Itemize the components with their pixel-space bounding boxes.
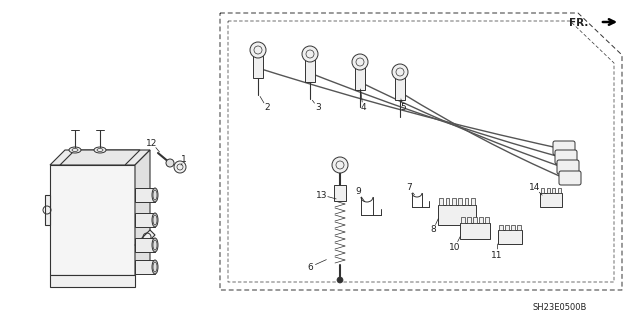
Bar	[445, 198, 449, 205]
Text: 3: 3	[315, 103, 321, 113]
Text: FR.: FR.	[568, 18, 588, 28]
Text: 7: 7	[406, 183, 412, 192]
Text: 9: 9	[355, 188, 361, 197]
Circle shape	[352, 54, 368, 70]
Bar	[557, 188, 561, 193]
Ellipse shape	[94, 147, 106, 153]
Bar	[334, 185, 346, 201]
Circle shape	[250, 42, 266, 58]
Text: 6: 6	[307, 263, 313, 271]
Polygon shape	[60, 150, 140, 165]
Circle shape	[174, 161, 186, 173]
Bar	[498, 230, 522, 244]
Bar	[485, 218, 489, 223]
Ellipse shape	[152, 260, 158, 274]
Bar	[458, 198, 462, 205]
Text: 11: 11	[492, 250, 503, 259]
Bar	[517, 225, 521, 230]
Bar	[305, 60, 315, 82]
Text: 5: 5	[400, 103, 406, 113]
Polygon shape	[135, 150, 150, 275]
Bar	[465, 198, 468, 205]
Bar	[395, 78, 405, 100]
Polygon shape	[50, 150, 150, 165]
Circle shape	[166, 159, 174, 167]
Polygon shape	[135, 213, 155, 227]
Text: SH23E0500B: SH23E0500B	[533, 303, 587, 313]
Bar	[479, 218, 483, 223]
Text: 2: 2	[264, 103, 270, 113]
Circle shape	[392, 64, 408, 80]
Bar	[473, 218, 477, 223]
Bar	[511, 225, 515, 230]
Polygon shape	[135, 260, 155, 274]
Bar	[471, 198, 475, 205]
Bar	[355, 68, 365, 90]
Ellipse shape	[152, 238, 158, 252]
FancyBboxPatch shape	[557, 160, 579, 174]
Bar	[253, 56, 263, 78]
Bar	[541, 188, 545, 193]
Bar	[438, 205, 476, 225]
Bar	[505, 225, 509, 230]
Bar	[547, 188, 550, 193]
Polygon shape	[135, 230, 155, 250]
Text: 4: 4	[360, 103, 366, 113]
Circle shape	[337, 277, 343, 283]
Polygon shape	[135, 188, 155, 202]
FancyBboxPatch shape	[555, 150, 577, 164]
Bar	[540, 193, 562, 207]
Text: 10: 10	[449, 242, 461, 251]
Bar	[452, 198, 456, 205]
Ellipse shape	[152, 213, 158, 227]
FancyBboxPatch shape	[559, 171, 581, 185]
Circle shape	[332, 157, 348, 173]
Bar	[439, 198, 443, 205]
Text: 12: 12	[147, 138, 157, 147]
Text: 14: 14	[529, 183, 541, 192]
Circle shape	[302, 46, 318, 62]
Bar	[499, 225, 503, 230]
Bar	[460, 223, 490, 239]
Bar	[461, 218, 465, 223]
Text: 1: 1	[181, 155, 187, 165]
Text: 13: 13	[316, 190, 328, 199]
Polygon shape	[135, 238, 155, 252]
Bar	[552, 188, 556, 193]
FancyBboxPatch shape	[553, 141, 575, 155]
Bar	[467, 218, 471, 223]
Polygon shape	[50, 165, 135, 275]
Polygon shape	[45, 195, 50, 225]
Polygon shape	[50, 275, 135, 287]
Ellipse shape	[69, 147, 81, 153]
Ellipse shape	[152, 188, 158, 202]
Text: 8: 8	[430, 226, 436, 234]
